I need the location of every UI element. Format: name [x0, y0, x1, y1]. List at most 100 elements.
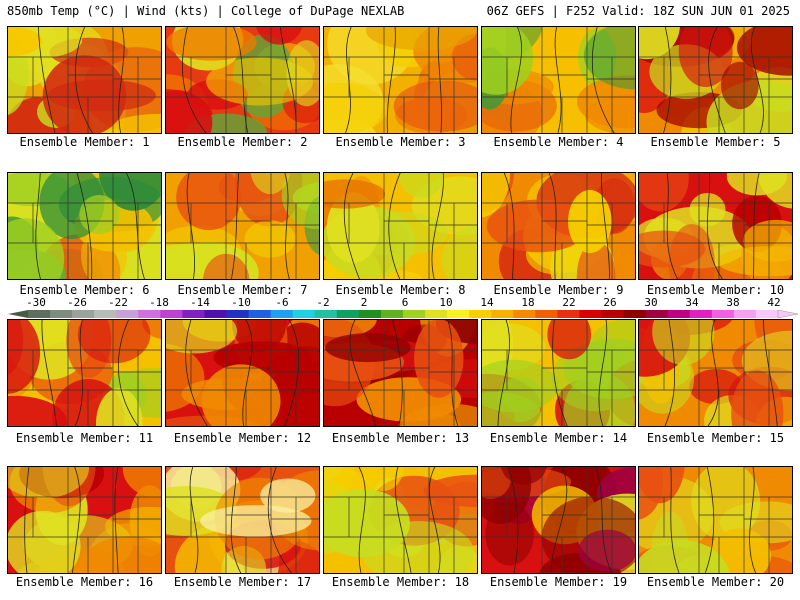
colorbar-segment: [667, 310, 691, 318]
ensemble-map-panel: [323, 466, 478, 574]
ensemble-member-label: Ensemble Member: 4: [493, 135, 624, 149]
colorbar-segment: [138, 310, 161, 318]
ensemble-map-panel: [638, 319, 793, 427]
ensemble-map-panel: [323, 319, 478, 427]
colorbar-segment: [28, 310, 51, 318]
state-boundaries: [482, 173, 635, 279]
height-contours: [343, 173, 444, 279]
ensemble-member-label: Ensemble Member: 16: [15, 575, 154, 589]
ensemble-map-panel: [481, 26, 636, 134]
ensemble-member-label: Ensemble Member: 15: [646, 431, 785, 445]
state-boundaries: [324, 27, 477, 133]
colorbar-segment: [579, 310, 603, 318]
temperature-field-map: [324, 173, 477, 279]
colorbar-tick-label: -30: [26, 296, 46, 309]
colorbar-segment: [314, 310, 338, 318]
colorbar-segment: [358, 310, 382, 318]
temperature-field-map: [482, 27, 635, 133]
state-boundaries: [8, 320, 161, 426]
height-contours: [186, 173, 290, 279]
colorbar-tick-label: -26: [67, 296, 87, 309]
colorbar-segment: [623, 310, 647, 318]
ensemble-member-label: Ensemble Member: 8: [335, 283, 466, 297]
temperature-field-map: [482, 320, 635, 426]
ensemble-map-panel: [481, 319, 636, 427]
temperature-field-map: [639, 467, 792, 573]
ensemble-map-panel: [165, 26, 320, 134]
colorbar-segment: [601, 310, 625, 318]
ensemble-map-panel: [7, 466, 162, 574]
colorbar-right-arrow: [777, 310, 798, 318]
height-contours: [358, 467, 441, 573]
colorbar-segment: [689, 310, 713, 318]
height-contours: [663, 27, 764, 133]
state-boundaries: [482, 467, 635, 573]
ensemble-member-label: Ensemble Member: 20: [646, 575, 785, 589]
colorbar-tick-label: -2: [316, 296, 330, 309]
ensemble-member-label: Ensemble Member: 1: [19, 135, 150, 149]
ensemble-map-panel: [323, 26, 478, 134]
height-contours: [41, 320, 139, 426]
colorbar-segment: [535, 310, 558, 318]
colorbar-segment: [204, 310, 228, 318]
colorbar-tick-label: 6: [401, 296, 409, 309]
colorbar-segment: [248, 310, 272, 318]
temperature-field-map: [639, 320, 792, 426]
colorbar-segment: [72, 310, 95, 318]
ensemble-member-label: Ensemble Member: 17: [173, 575, 312, 589]
colorbar-tick-label: -22: [108, 296, 128, 309]
temperature-field-map: [166, 320, 319, 426]
height-contours: [182, 27, 297, 133]
height-contours: [664, 320, 778, 426]
colorbar-segment: [491, 310, 514, 318]
state-boundaries: [482, 27, 635, 133]
colorbar-scale: [8, 310, 798, 318]
colorbar-left-arrow: [8, 310, 28, 318]
temperature-field-map: [482, 173, 635, 279]
temperature-field-map: [639, 173, 792, 279]
height-contours: [510, 27, 615, 133]
height-contours: [24, 467, 119, 573]
colorbar-segment: [557, 310, 580, 318]
ensemble-map-panel: [165, 319, 320, 427]
colorbar-segment: [447, 310, 470, 318]
colorbar-segment: [380, 310, 404, 318]
colorbar-segment: [226, 310, 250, 318]
temperature-field-map: [8, 467, 161, 573]
temperature-field-map: [166, 173, 319, 279]
height-contours: [497, 320, 608, 426]
temperature-field-map: [8, 27, 161, 133]
colorbar-tick-label: 14: [480, 296, 494, 309]
colorbar-segment: [116, 310, 139, 318]
state-boundaries: [324, 467, 477, 573]
colorbar-tick-label: 18: [521, 296, 535, 309]
colorbar-segment: [94, 310, 117, 318]
colorbar-tick-label: 10: [439, 296, 453, 309]
colorbar-tick-label: 26: [603, 296, 617, 309]
colorbar-tick-label: -18: [149, 296, 169, 309]
temperature-field-map: [8, 173, 161, 279]
colorbar-segment: [711, 310, 735, 318]
header-title: 850mb Temp (°C) | Wind (kts) | College o…: [7, 4, 405, 18]
temperature-field-map: [8, 320, 161, 426]
colorbar-segment: [513, 310, 536, 318]
colorbar-segment: [425, 310, 448, 318]
ensemble-member-label: Ensemble Member: 19: [489, 575, 628, 589]
colorbar-segment: [469, 310, 492, 318]
colorbar-segment: [336, 310, 360, 318]
ensemble-member-label: Ensemble Member: 9: [493, 283, 624, 297]
height-contours: [35, 173, 145, 279]
ensemble-member-label: Ensemble Member: 12: [173, 431, 312, 445]
ensemble-map-panel: [481, 172, 636, 280]
temperature-field-map: [639, 27, 792, 133]
temperature-colorbar: -30 -26 -22 -18 -14 -10 -6 -2 2 6 10 14 18 22 26 30 34 38…: [8, 297, 798, 321]
ensemble-map-panel: [638, 26, 793, 134]
ensemble-member-label: Ensemble Member: 11: [15, 431, 154, 445]
ensemble-map-panel: [7, 319, 162, 427]
state-boundaries: [8, 467, 161, 573]
temperature-field-map: [324, 467, 477, 573]
ensemble-map-panel: [323, 172, 478, 280]
ensemble-map-panel: [7, 172, 162, 280]
state-boundaries: [639, 467, 792, 573]
ensemble-member-label: Ensemble Member: 13: [331, 431, 470, 445]
